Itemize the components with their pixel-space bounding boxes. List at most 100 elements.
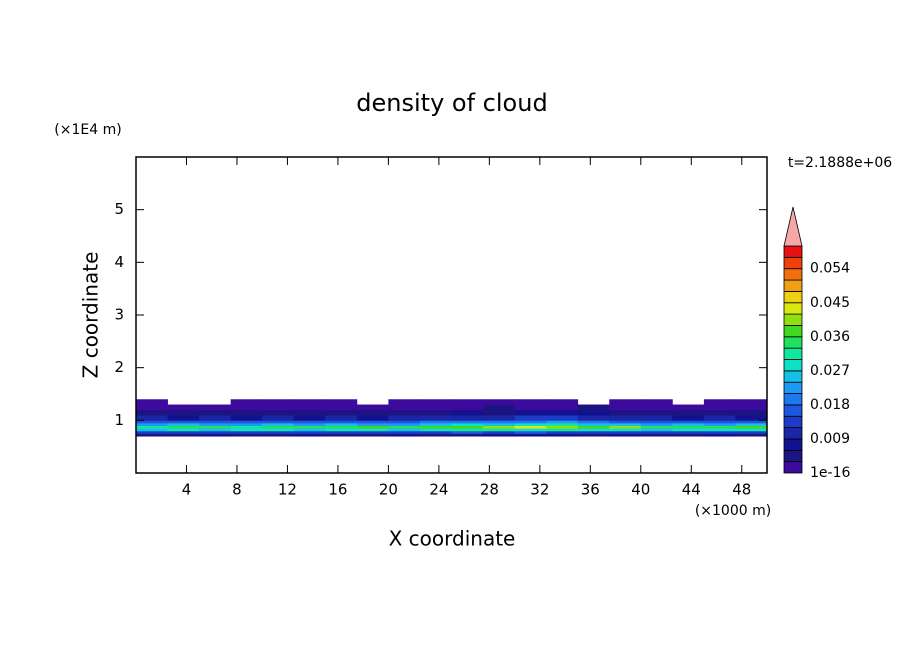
contour-cell: [419, 409, 452, 416]
contour-cell: [325, 420, 358, 424]
y-tick-label: 2: [114, 358, 124, 376]
contour-cell: [419, 404, 452, 411]
contour-cell: [703, 399, 736, 405]
contour-cell: [262, 399, 295, 405]
contour-cell: [703, 430, 736, 434]
contour-cell: [262, 420, 295, 424]
contour-cell: [483, 420, 515, 424]
contour-cell: [388, 420, 421, 424]
contour-cell: [388, 428, 421, 432]
contour-cell: [672, 420, 705, 424]
contour-cell: [514, 399, 547, 405]
contour-cell: [262, 404, 295, 411]
contour-cell: [325, 404, 358, 411]
colorbar-box: [783, 279, 803, 292]
contour-cell: [640, 430, 673, 434]
contour-cell: [230, 433, 263, 437]
contour-cell: [609, 428, 642, 432]
contour-cell: [546, 399, 579, 405]
contour-cell: [230, 425, 263, 429]
contour-cell: [388, 422, 421, 426]
chart-title: density of cloud: [356, 89, 547, 117]
contour-cell: [577, 404, 610, 411]
contour-cell: [703, 409, 736, 416]
contour-cell: [356, 420, 389, 424]
x-tick-label: 16: [328, 481, 347, 499]
contour-cell: [199, 425, 232, 429]
contour-cell: [356, 404, 389, 411]
contour-cell: [136, 404, 168, 411]
contour-cell: [325, 409, 358, 416]
contour-cell: [672, 428, 705, 432]
contour-cell: [230, 422, 263, 426]
contour-cell: [514, 430, 547, 434]
contour-cell: [451, 409, 484, 416]
contour-cell: [451, 404, 484, 411]
contour-cell: [136, 425, 168, 429]
colorbar-label: 0.018: [810, 397, 850, 413]
contour-cell: [609, 420, 642, 424]
contour-cell: [703, 425, 736, 429]
contour-cell: [262, 415, 295, 421]
colorbar-box: [783, 336, 803, 349]
contour-cell: [735, 428, 767, 432]
contour-cell: [136, 415, 168, 421]
contour-cell: [356, 415, 389, 421]
contour-cell: [577, 420, 610, 424]
contour-cell: [293, 428, 326, 432]
contour-cell: [199, 409, 232, 416]
contour-cell: [262, 430, 295, 434]
contour-cell: [451, 430, 484, 434]
contour-cell: [451, 425, 484, 429]
colorbar-label: 1e-16: [810, 465, 850, 481]
colorbar-box: [783, 415, 803, 429]
contour-cell: [577, 409, 610, 416]
contour-cell: [546, 409, 579, 416]
contour-cell: [136, 420, 168, 424]
contour-cell: [483, 415, 515, 421]
contour-cell: [514, 428, 547, 432]
contour-field: [136, 399, 767, 437]
contour-cell: [136, 430, 168, 434]
contour-cell: [546, 422, 579, 426]
contour-cell: [230, 409, 263, 416]
y-tick-label: 4: [114, 253, 124, 271]
contour-cell: [672, 404, 705, 411]
contour-cell: [230, 415, 263, 421]
contour-cell: [703, 420, 736, 424]
contour-cell: [640, 399, 673, 405]
colorbar-box: [783, 256, 803, 270]
contour-cell: [167, 430, 200, 434]
colorbar-box: [783, 245, 803, 258]
contour-cell: [546, 415, 579, 421]
contour-cell: [167, 404, 200, 411]
contour-cell: [230, 420, 263, 424]
contour-cell: [388, 430, 421, 434]
contour-cell: [546, 430, 579, 434]
contour-cell: [199, 428, 232, 432]
x-tick-label: 36: [581, 481, 600, 499]
contour-cell: [419, 420, 452, 424]
contour-cell: [419, 433, 452, 437]
contour-cell: [136, 399, 168, 405]
contour-cell: [640, 409, 673, 416]
contour-cell: [419, 430, 452, 434]
contour-cell: [230, 428, 263, 432]
x-tick-label: 32: [530, 481, 549, 499]
contour-cell: [325, 399, 358, 405]
contour-cell: [293, 404, 326, 411]
contour-cell: [546, 425, 579, 429]
contour-cell: [609, 404, 642, 411]
contour-cell: [167, 425, 200, 429]
contour-cell: [546, 433, 579, 437]
contour-cell: [609, 399, 642, 405]
contour-cell: [483, 404, 515, 411]
contour-cell: [451, 415, 484, 421]
contour-cell: [167, 422, 200, 426]
time-label: t=2.1888e+06: [788, 155, 892, 171]
contour-cell: [262, 409, 295, 416]
contour-cell: [735, 399, 767, 405]
y-tick-label: 3: [114, 306, 124, 324]
x-tick-label: 8: [232, 481, 242, 499]
contour-cell: [167, 420, 200, 424]
